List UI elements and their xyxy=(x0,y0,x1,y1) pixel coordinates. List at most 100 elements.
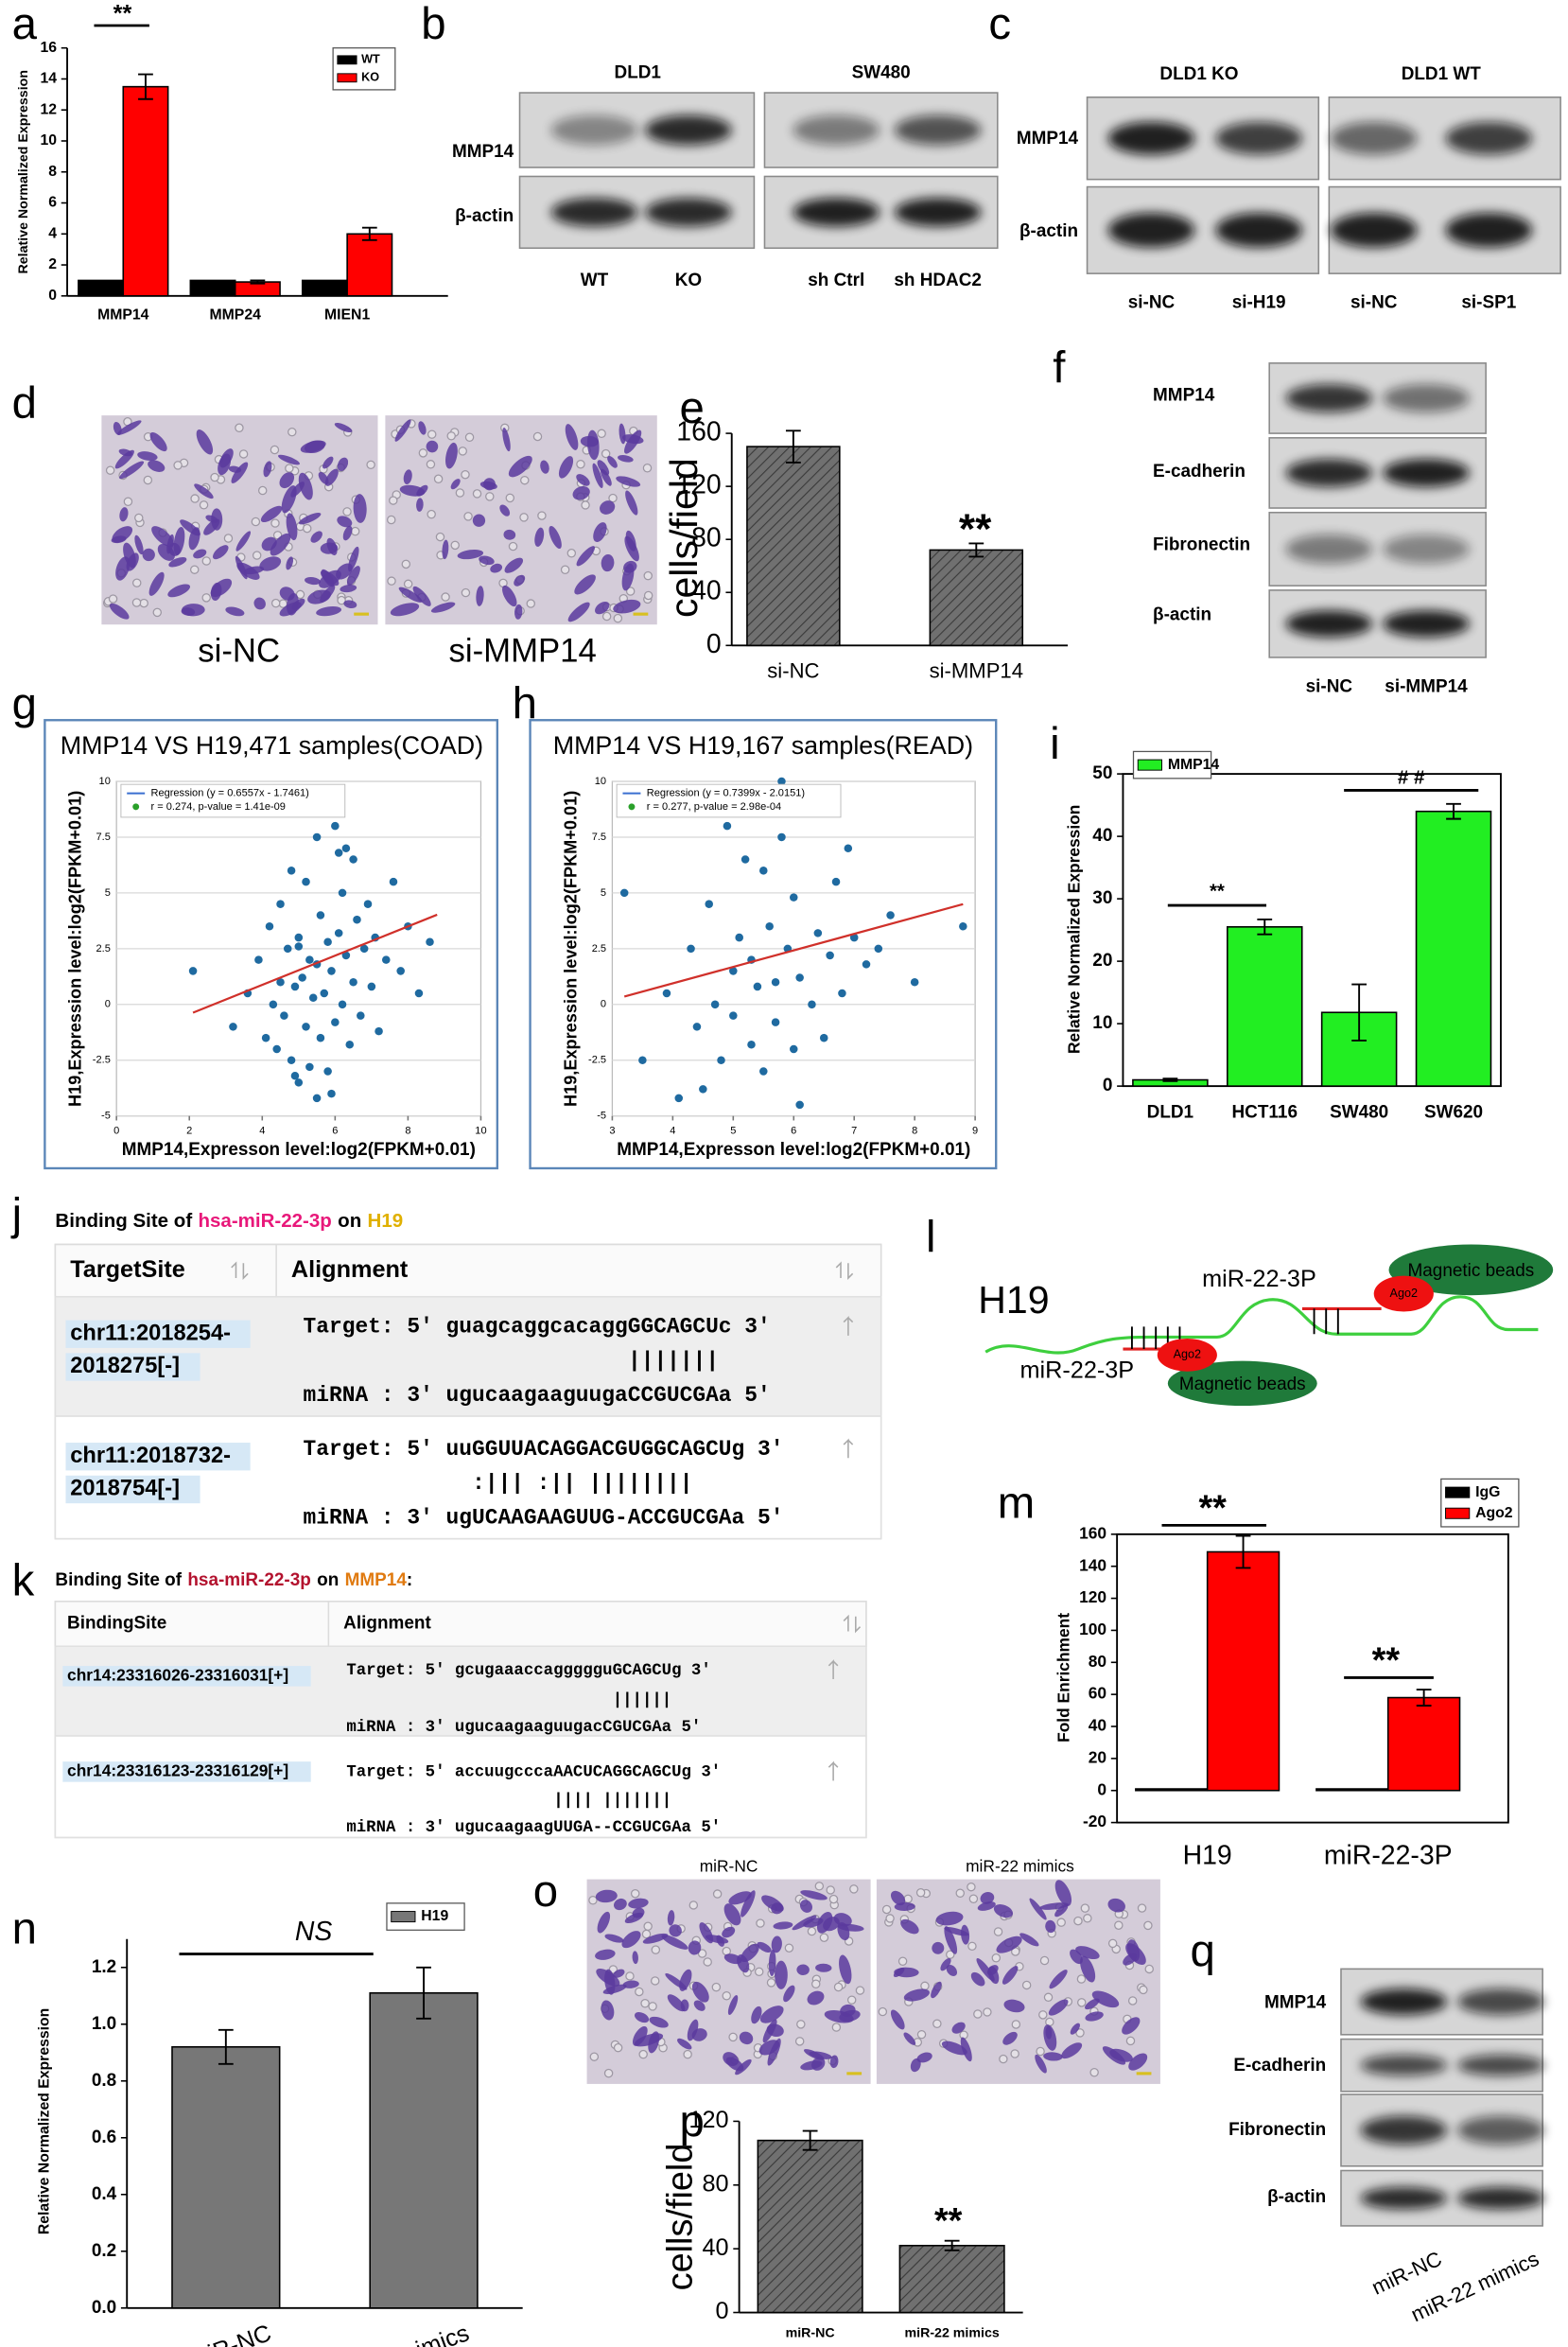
cell xyxy=(618,454,634,463)
cell xyxy=(457,549,484,560)
pore xyxy=(640,1999,650,2008)
point xyxy=(819,1033,828,1042)
row-icon xyxy=(843,1438,854,1459)
point xyxy=(359,944,369,954)
point xyxy=(323,937,332,947)
cell xyxy=(119,461,145,480)
point xyxy=(874,944,883,954)
panel-label: g xyxy=(12,679,37,729)
column-header: BindingSite xyxy=(67,1614,166,1634)
pore xyxy=(1036,2046,1045,2057)
y-tick-label: 0.8 xyxy=(92,2071,116,2091)
point xyxy=(261,1033,270,1042)
cell xyxy=(112,526,133,543)
mirna-sequence: miRNA : 3' ugucaagaaguugacCGUCGAa 5' xyxy=(346,1719,701,1737)
image-label: miR-22 mimics xyxy=(966,1857,1074,1876)
blot-row-label: β-actin xyxy=(1267,2187,1326,2207)
pore xyxy=(270,598,281,608)
blot-lane-label: si-SP1 xyxy=(1461,293,1516,313)
title-gene: MMP14 xyxy=(345,1570,408,1590)
pore xyxy=(1089,2068,1099,2077)
cell xyxy=(723,1903,741,1926)
annotation: # # xyxy=(1398,766,1425,788)
pore xyxy=(651,1945,661,1954)
cell xyxy=(705,1935,729,1944)
y-tick-label: 20 xyxy=(1092,951,1112,971)
cell xyxy=(263,461,272,478)
legend-label: H19 xyxy=(421,1908,448,1924)
point xyxy=(298,973,306,982)
cell xyxy=(987,1966,1000,1985)
site-label: 2018754[-] xyxy=(70,1477,180,1501)
point xyxy=(687,944,695,954)
error-bar xyxy=(1235,1534,1251,1569)
pore xyxy=(387,576,396,586)
site-highlight xyxy=(65,1353,200,1381)
pore xyxy=(1043,1992,1054,2003)
point xyxy=(265,922,274,931)
point xyxy=(316,911,325,920)
cell xyxy=(126,552,139,571)
point xyxy=(287,1056,296,1065)
cell xyxy=(503,529,516,540)
point xyxy=(276,900,285,908)
cell xyxy=(893,1967,905,1978)
pore xyxy=(1076,1998,1087,2007)
pore xyxy=(794,2037,805,2046)
protein-label: Ago2 xyxy=(1174,1348,1202,1361)
cell xyxy=(134,534,144,555)
cell xyxy=(340,584,357,593)
blot-header: DLD1 xyxy=(615,63,661,83)
mirna-sequence: miRNA : 3' ugucaagaagUUGA--CCGUCGAa 5' xyxy=(346,1819,721,1837)
pore xyxy=(630,1888,640,1899)
table-row xyxy=(54,1735,867,1839)
cell xyxy=(980,1892,995,1904)
point xyxy=(777,832,786,842)
band xyxy=(1360,2115,1448,2146)
pore xyxy=(903,1894,913,1904)
cell xyxy=(1049,1970,1068,1989)
pore xyxy=(485,492,495,501)
cell xyxy=(342,525,353,541)
mirna-label: miR-22-3P xyxy=(1202,1266,1316,1292)
point xyxy=(308,993,318,1002)
cell xyxy=(597,460,610,476)
cell xyxy=(549,525,562,550)
cell xyxy=(823,1917,840,1932)
point xyxy=(338,888,347,898)
blot-row-label: E-cadherin xyxy=(1153,462,1246,482)
ago2 xyxy=(1157,1338,1217,1372)
cell xyxy=(796,1964,810,1976)
bar xyxy=(757,2139,863,2314)
band xyxy=(1383,384,1470,412)
blot-lane-label: si-MMP14 xyxy=(1385,677,1468,697)
magnetic-bead xyxy=(1388,1244,1554,1296)
title-text: Binding Site of xyxy=(55,1210,192,1232)
pore xyxy=(427,429,437,439)
pore xyxy=(463,512,473,521)
point xyxy=(674,1094,684,1103)
site-highlight xyxy=(65,1443,251,1471)
pore xyxy=(814,1882,825,1891)
cell xyxy=(618,423,626,445)
x-tick-label: 5 xyxy=(730,1125,736,1136)
sort-icon xyxy=(231,1261,249,1280)
legend-label: WT xyxy=(361,53,380,66)
pore xyxy=(784,1943,794,1953)
band xyxy=(1330,213,1418,248)
y-tick-label: 7.5 xyxy=(96,832,110,843)
pore xyxy=(1083,1914,1092,1923)
site-highlight xyxy=(62,1666,311,1687)
y-axis-label: Fold Enrichment xyxy=(1054,1613,1072,1743)
point xyxy=(808,1000,816,1009)
point xyxy=(910,977,919,987)
cell xyxy=(514,574,526,587)
cell xyxy=(450,479,461,490)
y-tick-label: 40 xyxy=(702,2234,728,2261)
legend-label: Ago2 xyxy=(1475,1505,1513,1521)
x-tick-label: HCT116 xyxy=(1232,1103,1298,1123)
cell xyxy=(890,2009,905,2030)
cell xyxy=(607,456,618,468)
cell xyxy=(1122,2017,1141,2035)
point xyxy=(302,877,310,886)
